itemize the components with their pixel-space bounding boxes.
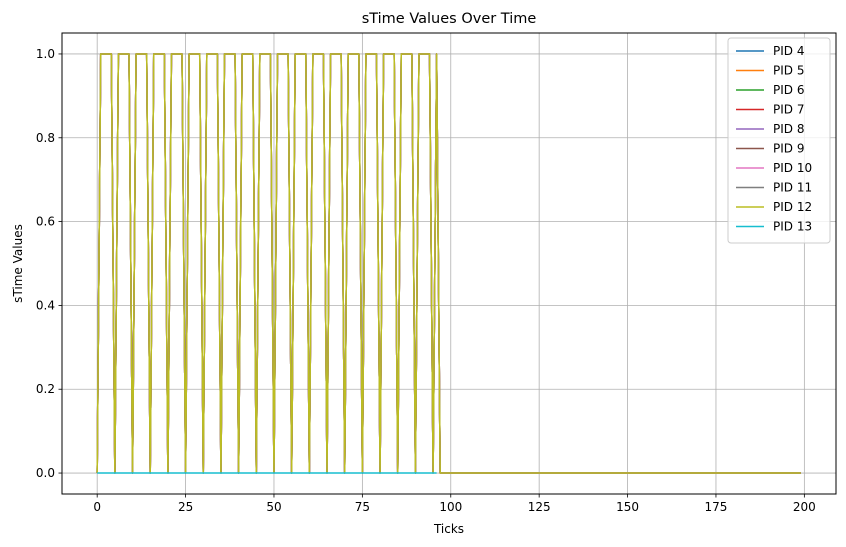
y-tick-label: 0.6: [36, 215, 55, 229]
legend-label: PID 13: [773, 220, 812, 234]
legend-label: PID 9: [773, 142, 804, 156]
x-tick-label: 125: [528, 500, 551, 514]
x-tick-label: 0: [93, 500, 101, 514]
x-tick-label: 75: [355, 500, 370, 514]
legend-label: PID 12: [773, 200, 812, 214]
x-tick-label: 150: [616, 500, 639, 514]
x-axis-title: Ticks: [433, 522, 464, 536]
axis-ticks: 0 25 50 75 100 125 150 175 200 0.0 0.2 0.4 0.6 0.8 1.0: [36, 47, 816, 514]
series-layer: [96, 53, 801, 474]
y-tick-label: 0.0: [36, 466, 55, 480]
x-tick-label: 25: [178, 500, 193, 514]
y-tick-label: 0.8: [36, 131, 55, 145]
legend-label: PID 6: [773, 83, 804, 97]
chart-title: sTime Values Over Time: [362, 11, 537, 27]
legend-label: PID 7: [773, 103, 804, 117]
x-tick-label: 50: [266, 500, 281, 514]
x-tick-label: 100: [439, 500, 462, 514]
y-axis-title: sTime Values: [11, 224, 25, 303]
x-tick-label: 200: [793, 500, 816, 514]
y-tick-label: 0.4: [36, 298, 55, 312]
plot-frame: [61, 32, 837, 495]
legend-label: PID 5: [773, 64, 804, 78]
y-tick-label: 1.0: [36, 47, 55, 61]
legend-label: PID 8: [773, 122, 804, 136]
legend-label: PID 10: [773, 161, 812, 175]
legend-label: PID 4: [773, 44, 804, 58]
y-tick-label: 0.2: [36, 382, 55, 396]
legend-label: PID 11: [773, 181, 812, 195]
x-tick-label: 175: [705, 500, 728, 514]
legend: PID 4 PID 5 PID 6 PID 7 PID 8 PID 9 PID 10 PID …: [727, 37, 831, 244]
